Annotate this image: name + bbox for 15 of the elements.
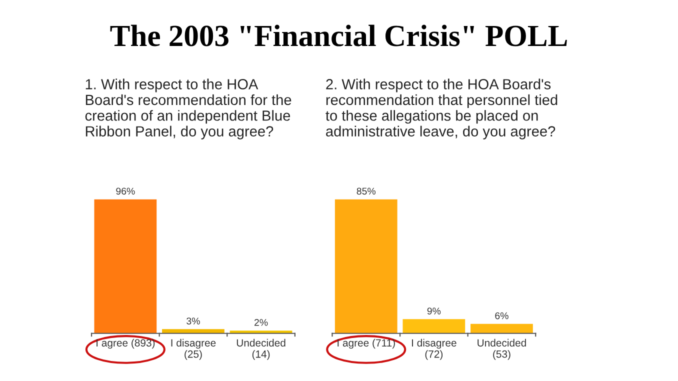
x-tick-label: I disagree (72) <box>412 338 456 360</box>
text: The 2003 "Financial Crisis" POLL <box>110 24 567 46</box>
data-label: 6% <box>495 312 508 320</box>
chart-title: 1. With respect to the HOA Board's recommendation for the creation of an independent Blue Ribbon Panel, do you agree? <box>85 78 292 140</box>
data-label: 85% <box>356 188 376 195</box>
data-label: 96% <box>116 188 135 195</box>
x-tick-label: I agree (711) <box>338 338 395 349</box>
x-tick-label: Undecided (53) <box>478 338 526 360</box>
data-label: 2% <box>254 319 268 326</box>
x-tick-label: I agree (893) <box>96 338 155 349</box>
data-label: 3% <box>186 318 200 324</box>
chart-title: 2. With respect to the HOA Board's recommendation that personnel tied to these allegations be placed on administrative leave, do you agree? <box>326 78 558 140</box>
x-tick-label: Undecided (14) <box>236 338 286 360</box>
x-tick-label: I disagree (25) <box>171 338 216 360</box>
data-label: 9% <box>427 308 441 314</box>
